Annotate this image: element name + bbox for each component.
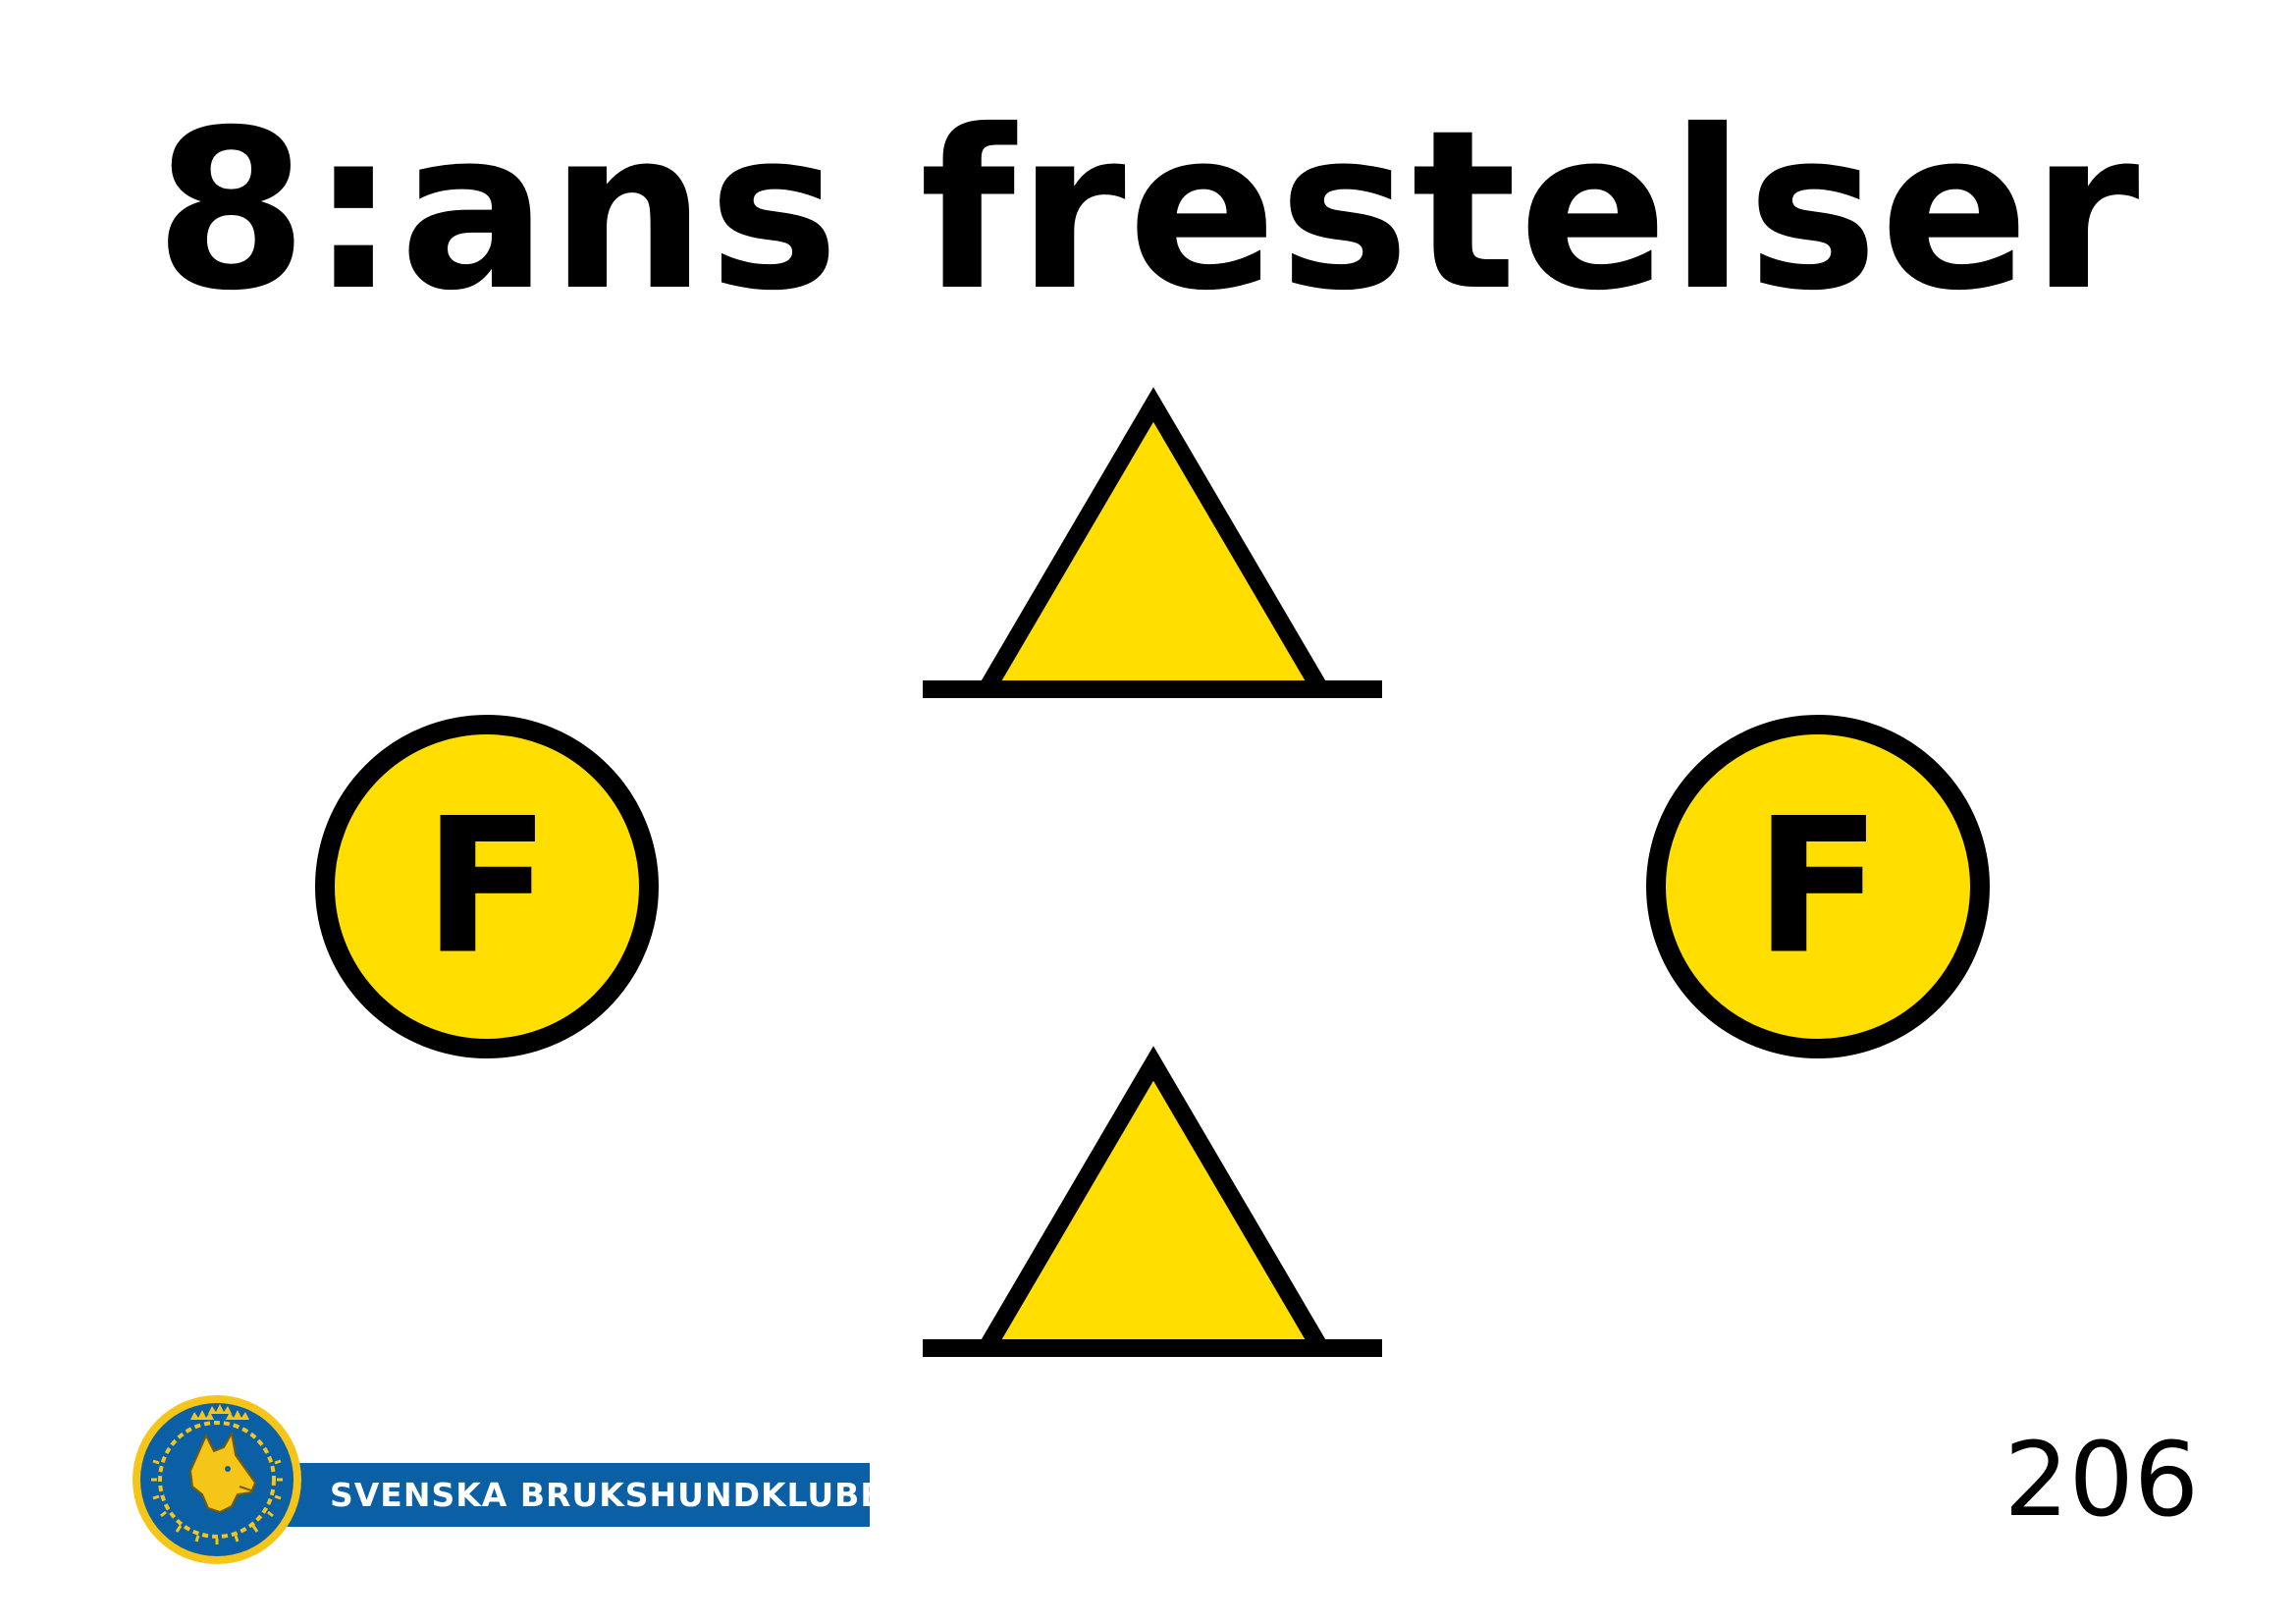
cone-bottom	[923, 1046, 1382, 1357]
right-marker-letter: F	[1754, 779, 1882, 996]
left-marker: F	[315, 715, 659, 1058]
dog-head-emblem-icon	[133, 1395, 301, 1564]
sign-number: 206	[2003, 1420, 2199, 1540]
right-marker: F	[1646, 715, 1990, 1058]
cone-top	[923, 387, 1382, 698]
left-marker-letter: F	[423, 779, 551, 996]
sign-title: 8:ans frestelser	[154, 82, 2142, 339]
organization-banner: SVENSKA BRUKSHUNDKLUBBEN	[279, 1463, 936, 1527]
